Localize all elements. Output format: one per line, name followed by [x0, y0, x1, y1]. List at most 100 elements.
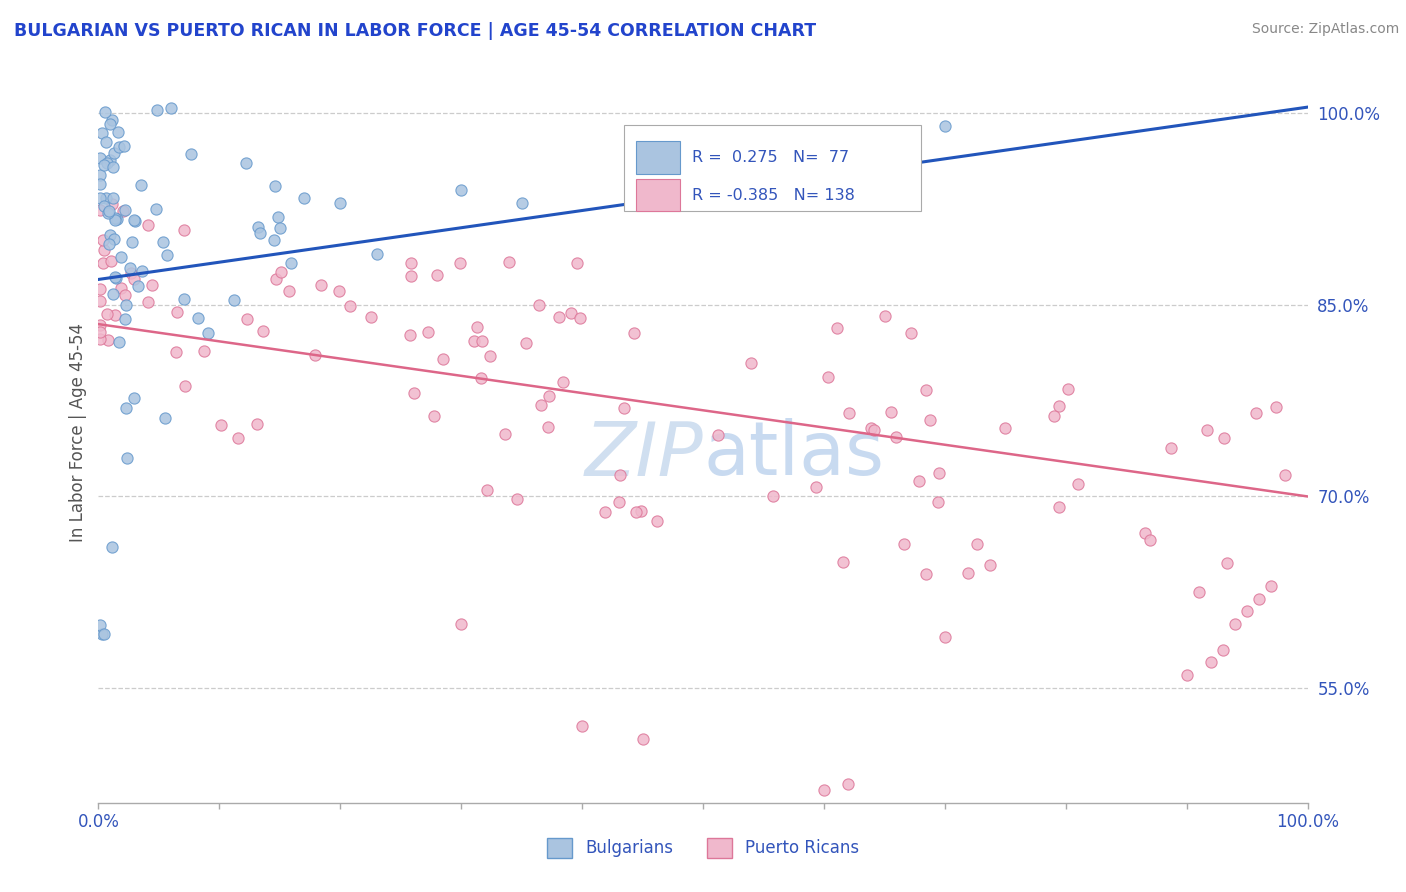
Point: [124, 213, 146, 227]
Point: [115, 298, 138, 312]
Point: [98, 227, 121, 242]
Legend: Bulgarians, Puerto Ricans: Bulgarians, Puerto Ricans: [540, 831, 866, 865]
Point: [465, 319, 488, 334]
Point: [907, 474, 929, 488]
Point: [114, 311, 136, 326]
Point: [292, 191, 315, 205]
Point: [104, 270, 127, 285]
Point: [613, 401, 636, 416]
Point: [478, 350, 501, 364]
Point: [623, 326, 645, 340]
Point: [89, 282, 111, 296]
Point: [404, 385, 426, 400]
Point: [863, 423, 886, 437]
Point: [155, 411, 177, 425]
Point: [329, 195, 352, 210]
Point: [89, 318, 111, 332]
Point: [103, 146, 125, 161]
Point: [127, 279, 149, 293]
Point: [136, 294, 159, 309]
Point: [934, 630, 956, 644]
Point: [252, 324, 274, 338]
Point: [537, 419, 560, 434]
Point: [553, 375, 575, 389]
Point: [366, 247, 388, 261]
Point: [817, 370, 839, 384]
Point: [309, 277, 332, 292]
Point: [165, 345, 187, 359]
Point: [160, 101, 183, 115]
Point: [112, 139, 135, 153]
FancyBboxPatch shape: [637, 142, 681, 174]
Point: [121, 266, 143, 280]
FancyBboxPatch shape: [637, 179, 681, 211]
Point: [89, 177, 111, 191]
Point: [264, 271, 287, 285]
Point: [1274, 467, 1296, 482]
Point: [609, 495, 631, 509]
Point: [1199, 656, 1222, 670]
Point: [837, 777, 859, 791]
Point: [1160, 441, 1182, 455]
Point: [264, 179, 287, 194]
Point: [104, 213, 127, 227]
Point: [1216, 556, 1239, 570]
Point: [1047, 399, 1070, 413]
Point: [506, 491, 529, 506]
Point: [222, 293, 245, 308]
Point: [1249, 591, 1271, 606]
Point: [475, 483, 498, 497]
Point: [94, 191, 117, 205]
Point: [110, 250, 132, 264]
Point: [1043, 409, 1066, 424]
Point: [91, 256, 114, 270]
Point: [595, 505, 617, 519]
Text: ZIP: ZIP: [585, 419, 703, 491]
Point: [645, 514, 668, 528]
Point: [426, 268, 449, 282]
Point: [145, 202, 167, 216]
Point: [979, 558, 1001, 572]
Point: [510, 195, 533, 210]
Point: [269, 221, 291, 235]
Point: [97, 333, 120, 347]
Point: [246, 417, 269, 431]
Point: [249, 226, 271, 240]
Point: [101, 287, 124, 301]
Text: R =  0.275   N=  77: R = 0.275 N= 77: [692, 150, 849, 165]
Point: [668, 157, 690, 171]
Point: [93, 243, 115, 257]
Point: [884, 430, 907, 444]
Point: [966, 537, 988, 551]
Point: [263, 233, 285, 247]
Point: [1188, 585, 1211, 599]
Point: [1197, 423, 1219, 437]
Point: [117, 451, 139, 466]
Point: [101, 112, 124, 127]
Point: [101, 196, 124, 211]
Text: BULGARIAN VS PUERTO RICAN IN LABOR FORCE | AGE 45-54 CORRELATION CHART: BULGARIAN VS PUERTO RICAN IN LABOR FORCE…: [14, 22, 817, 40]
Point: [1236, 604, 1258, 618]
Point: [96, 307, 118, 321]
Point: [471, 334, 494, 348]
Point: [706, 428, 728, 442]
Point: [399, 256, 422, 270]
Point: [631, 731, 654, 746]
Point: [104, 309, 127, 323]
Point: [118, 261, 141, 276]
Point: [838, 406, 860, 420]
Point: [875, 309, 897, 323]
Point: [1175, 668, 1198, 682]
Point: [152, 235, 174, 249]
Point: [93, 627, 115, 641]
Point: [399, 327, 422, 342]
Point: [1223, 617, 1246, 632]
Point: [104, 211, 127, 225]
Point: [957, 566, 980, 581]
Point: [740, 356, 762, 370]
Text: R = -0.385   N= 138: R = -0.385 N= 138: [692, 187, 855, 202]
Point: [624, 505, 647, 519]
Point: [235, 156, 257, 170]
Text: Source: ZipAtlas.com: Source: ZipAtlas.com: [1251, 22, 1399, 37]
Point: [174, 379, 197, 393]
